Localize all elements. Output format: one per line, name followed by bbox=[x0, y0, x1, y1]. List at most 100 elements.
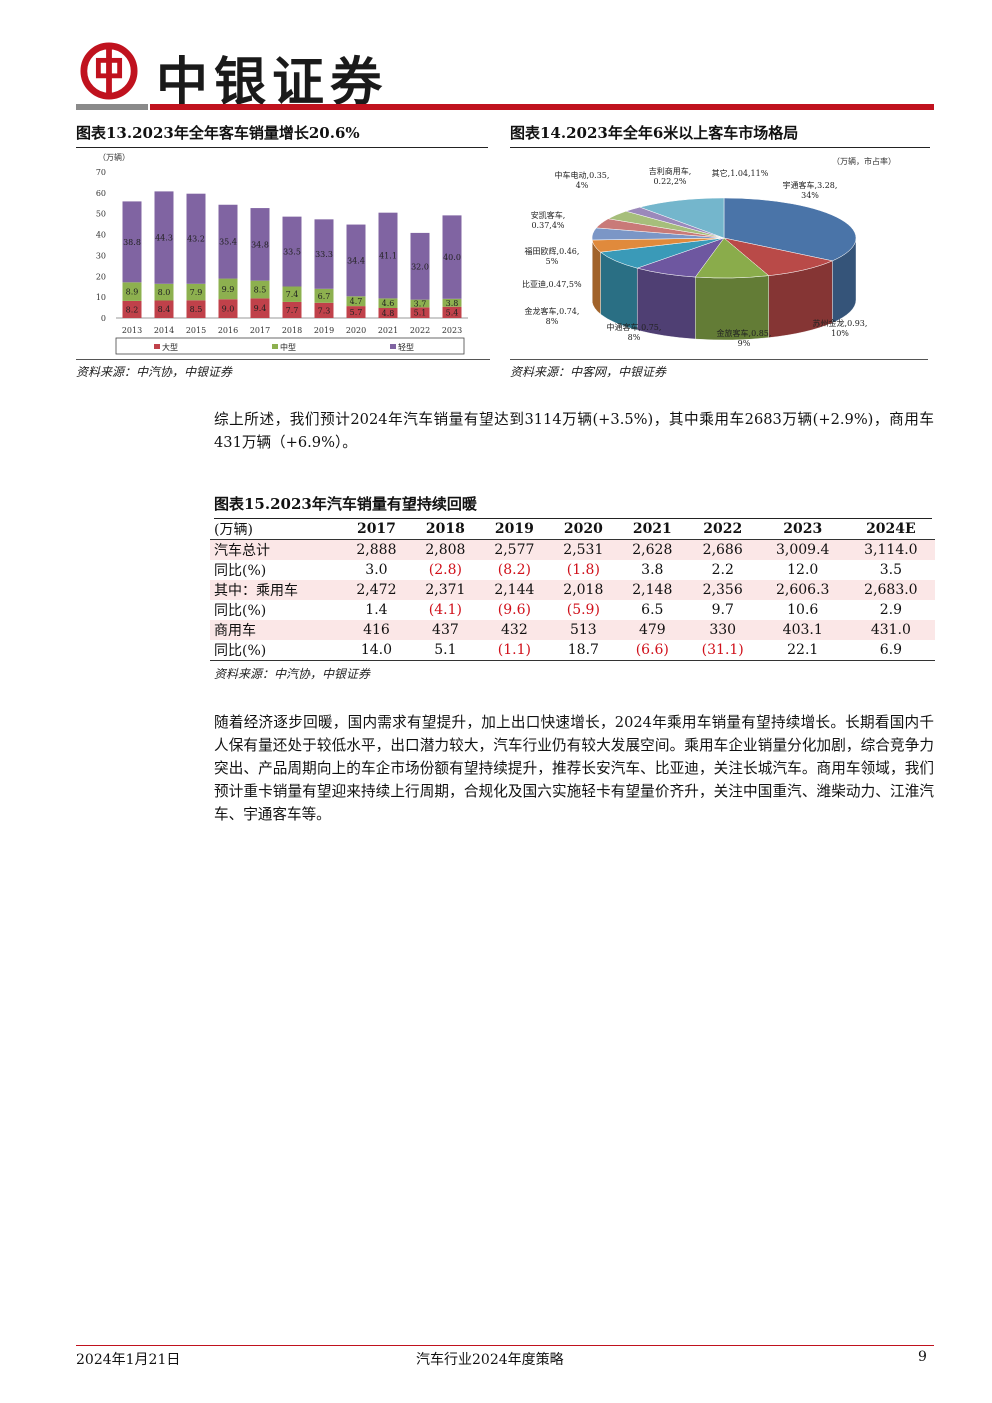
sales-bar-chart: （万辆） 0 10 20 30 40 50 60 70 8.2 8.9 38.8 2013 8.4 8.0 4… bbox=[96, 152, 468, 355]
bar-data-label: 8.5 bbox=[190, 305, 203, 314]
bar-data-label: 7.9 bbox=[190, 288, 203, 297]
table-cell: 431.0 bbox=[846, 620, 935, 640]
bar-segment bbox=[378, 307, 398, 318]
legend-swatch bbox=[390, 344, 396, 349]
pie-unit-label: （万辆，市占率） bbox=[832, 156, 896, 166]
bar-data-label: 43.2 bbox=[187, 235, 205, 244]
column-header: 2019 bbox=[479, 519, 549, 540]
table-cell: 18.7 bbox=[548, 640, 618, 661]
column-header: 2020 bbox=[548, 519, 618, 540]
table-cell: (5.9) bbox=[566, 602, 600, 618]
bar-data-label: 34.8 bbox=[251, 240, 269, 249]
x-tick-label: 2013 bbox=[122, 326, 142, 335]
pie-slice bbox=[723, 237, 834, 276]
bar-data-label: 7.4 bbox=[286, 290, 299, 299]
bar-segment bbox=[410, 307, 430, 318]
table-cell: 2,144 bbox=[479, 580, 549, 600]
y-tick-label: 60 bbox=[96, 189, 106, 198]
column-header: 2017 bbox=[341, 519, 411, 540]
table-cell: 2,531 bbox=[548, 539, 618, 560]
x-tick-label: 2014 bbox=[154, 326, 174, 335]
bar-segment bbox=[250, 280, 270, 299]
table-cell: 2,472 bbox=[341, 580, 411, 600]
bar-segment bbox=[346, 306, 366, 318]
row-label: 商用车 bbox=[210, 620, 342, 640]
table-row: 同比(%) 1.4 (4.1) (9.6) (5.9) 6.5 9.7 10.6 2.9 bbox=[210, 600, 935, 620]
figure-13-title: 图表13.2023年全年客车销量增长20.6% bbox=[76, 122, 488, 148]
bar-data-label: 7.7 bbox=[286, 306, 299, 315]
table-cell: (31.1) bbox=[686, 640, 759, 661]
bar-data-label: 34.4 bbox=[347, 256, 365, 265]
table-cell: 2,808 bbox=[410, 539, 480, 560]
column-header: 2018 bbox=[410, 519, 480, 540]
table-cell: 2,371 bbox=[410, 580, 480, 600]
bar-segment bbox=[122, 201, 142, 283]
table-cell: 2.2 bbox=[711, 562, 734, 578]
figure-15-source: 资料来源：中汽协，中银证券 bbox=[214, 667, 371, 681]
bar-segment bbox=[186, 193, 206, 284]
table-cell: 2,686 bbox=[686, 539, 759, 560]
y-tick-label: 30 bbox=[96, 251, 106, 260]
table-cell: 5.1 bbox=[410, 640, 480, 661]
y-tick-label: 10 bbox=[96, 293, 106, 302]
bar-segment bbox=[218, 299, 238, 318]
bar-data-label: 9.4 bbox=[254, 304, 267, 313]
page-header: 中银证券 bbox=[76, 38, 936, 113]
bar-data-label: 4.7 bbox=[350, 297, 363, 306]
legend-swatch bbox=[272, 344, 278, 349]
bar-segment bbox=[346, 224, 366, 297]
bar-data-label: 33.3 bbox=[315, 250, 333, 259]
bar-segment bbox=[442, 298, 462, 307]
bus-market-pie-chart: （万辆，市占率） 宇通客车,3.28,34% 苏州金龙,0.93,10% 金旅客车,… bbox=[522, 156, 896, 348]
bar-data-label: 44.3 bbox=[155, 234, 173, 243]
table-row: 同比(%) 3.0 (2.8) (8.2) (1.8) 3.8 2.2 12.0 3.5 bbox=[210, 560, 935, 580]
figure-13-frame: （万辆） 0 10 20 30 40 50 60 70 8.2 8.9 38.8 2013 8.4 8.0 4… bbox=[76, 150, 490, 360]
table-cell: (1.8) bbox=[566, 562, 600, 578]
table-header-row: (万辆) 2017 2018 2019 2020 2021 2022 2023 … bbox=[210, 519, 935, 540]
table-row: 汽车总计 2,888 2,808 2,577 2,531 2,628 2,686 3,009.… bbox=[210, 539, 935, 560]
pie-slice-label: 4% bbox=[576, 181, 589, 190]
table-cell: 2,888 bbox=[341, 539, 411, 560]
y-tick-label: 0 bbox=[101, 314, 106, 323]
y-tick-label: 40 bbox=[96, 231, 106, 240]
pie-slice-label: 金旅客车,0.85, bbox=[717, 328, 772, 338]
table-cell: (9.6) bbox=[497, 602, 531, 618]
brand-name: 中银证券 bbox=[156, 53, 389, 113]
table-cell: 6.5 bbox=[641, 602, 664, 618]
row-label: 同比(%) bbox=[214, 563, 267, 579]
bar-data-label: 7.3 bbox=[318, 306, 331, 315]
bar-data-label: 9.9 bbox=[222, 285, 235, 294]
footer-date: 2024年1月21日 bbox=[76, 1352, 181, 1368]
bar-data-label: 8.5 bbox=[254, 286, 267, 295]
bar-segment bbox=[186, 283, 206, 301]
legend-label: 轻型 bbox=[398, 342, 414, 352]
bar-segment bbox=[154, 283, 174, 301]
bar-segment bbox=[122, 282, 142, 301]
x-tick-label: 2015 bbox=[186, 326, 206, 335]
table-cell: 1.4 bbox=[365, 602, 388, 618]
x-tick-label: 2022 bbox=[410, 326, 430, 335]
figure-14-title: 图表14.2023年全年6米以上客车市场格局 bbox=[510, 122, 930, 148]
pie-slice-label: 0.22,2% bbox=[653, 177, 686, 186]
table-cell: 403.1 bbox=[758, 620, 847, 640]
table-cell: 2,606.3 bbox=[758, 580, 847, 600]
bar-data-label: 33.5 bbox=[283, 248, 301, 257]
bar-data-label: 35.4 bbox=[219, 238, 237, 247]
bar-segment bbox=[378, 298, 398, 308]
pie-slice-label: 中车电动,0.35, bbox=[555, 170, 610, 180]
figure-14-source: 资料来源：中客网，中银证券 bbox=[510, 365, 667, 379]
table-cell: 432 bbox=[479, 620, 549, 640]
row-label: 同比(%) bbox=[210, 640, 342, 661]
bar-segment bbox=[314, 219, 334, 289]
figure-15-title: 图表15.2023年汽车销量有望持续回暖 bbox=[214, 493, 932, 519]
bar-segment bbox=[410, 232, 430, 300]
bar-segment bbox=[218, 278, 238, 300]
x-tick-label: 2023 bbox=[442, 326, 462, 335]
legend-box bbox=[115, 337, 465, 355]
figure-13-source: 资料来源：中汽协，中银证券 bbox=[76, 365, 233, 379]
table-cell: 416 bbox=[341, 620, 411, 640]
pie-slice-label: 金龙客车,0.74, bbox=[525, 306, 580, 316]
bar-segment bbox=[282, 286, 302, 302]
table-cell: (6.6) bbox=[617, 640, 687, 661]
pie-slice-label: 8% bbox=[546, 317, 559, 326]
